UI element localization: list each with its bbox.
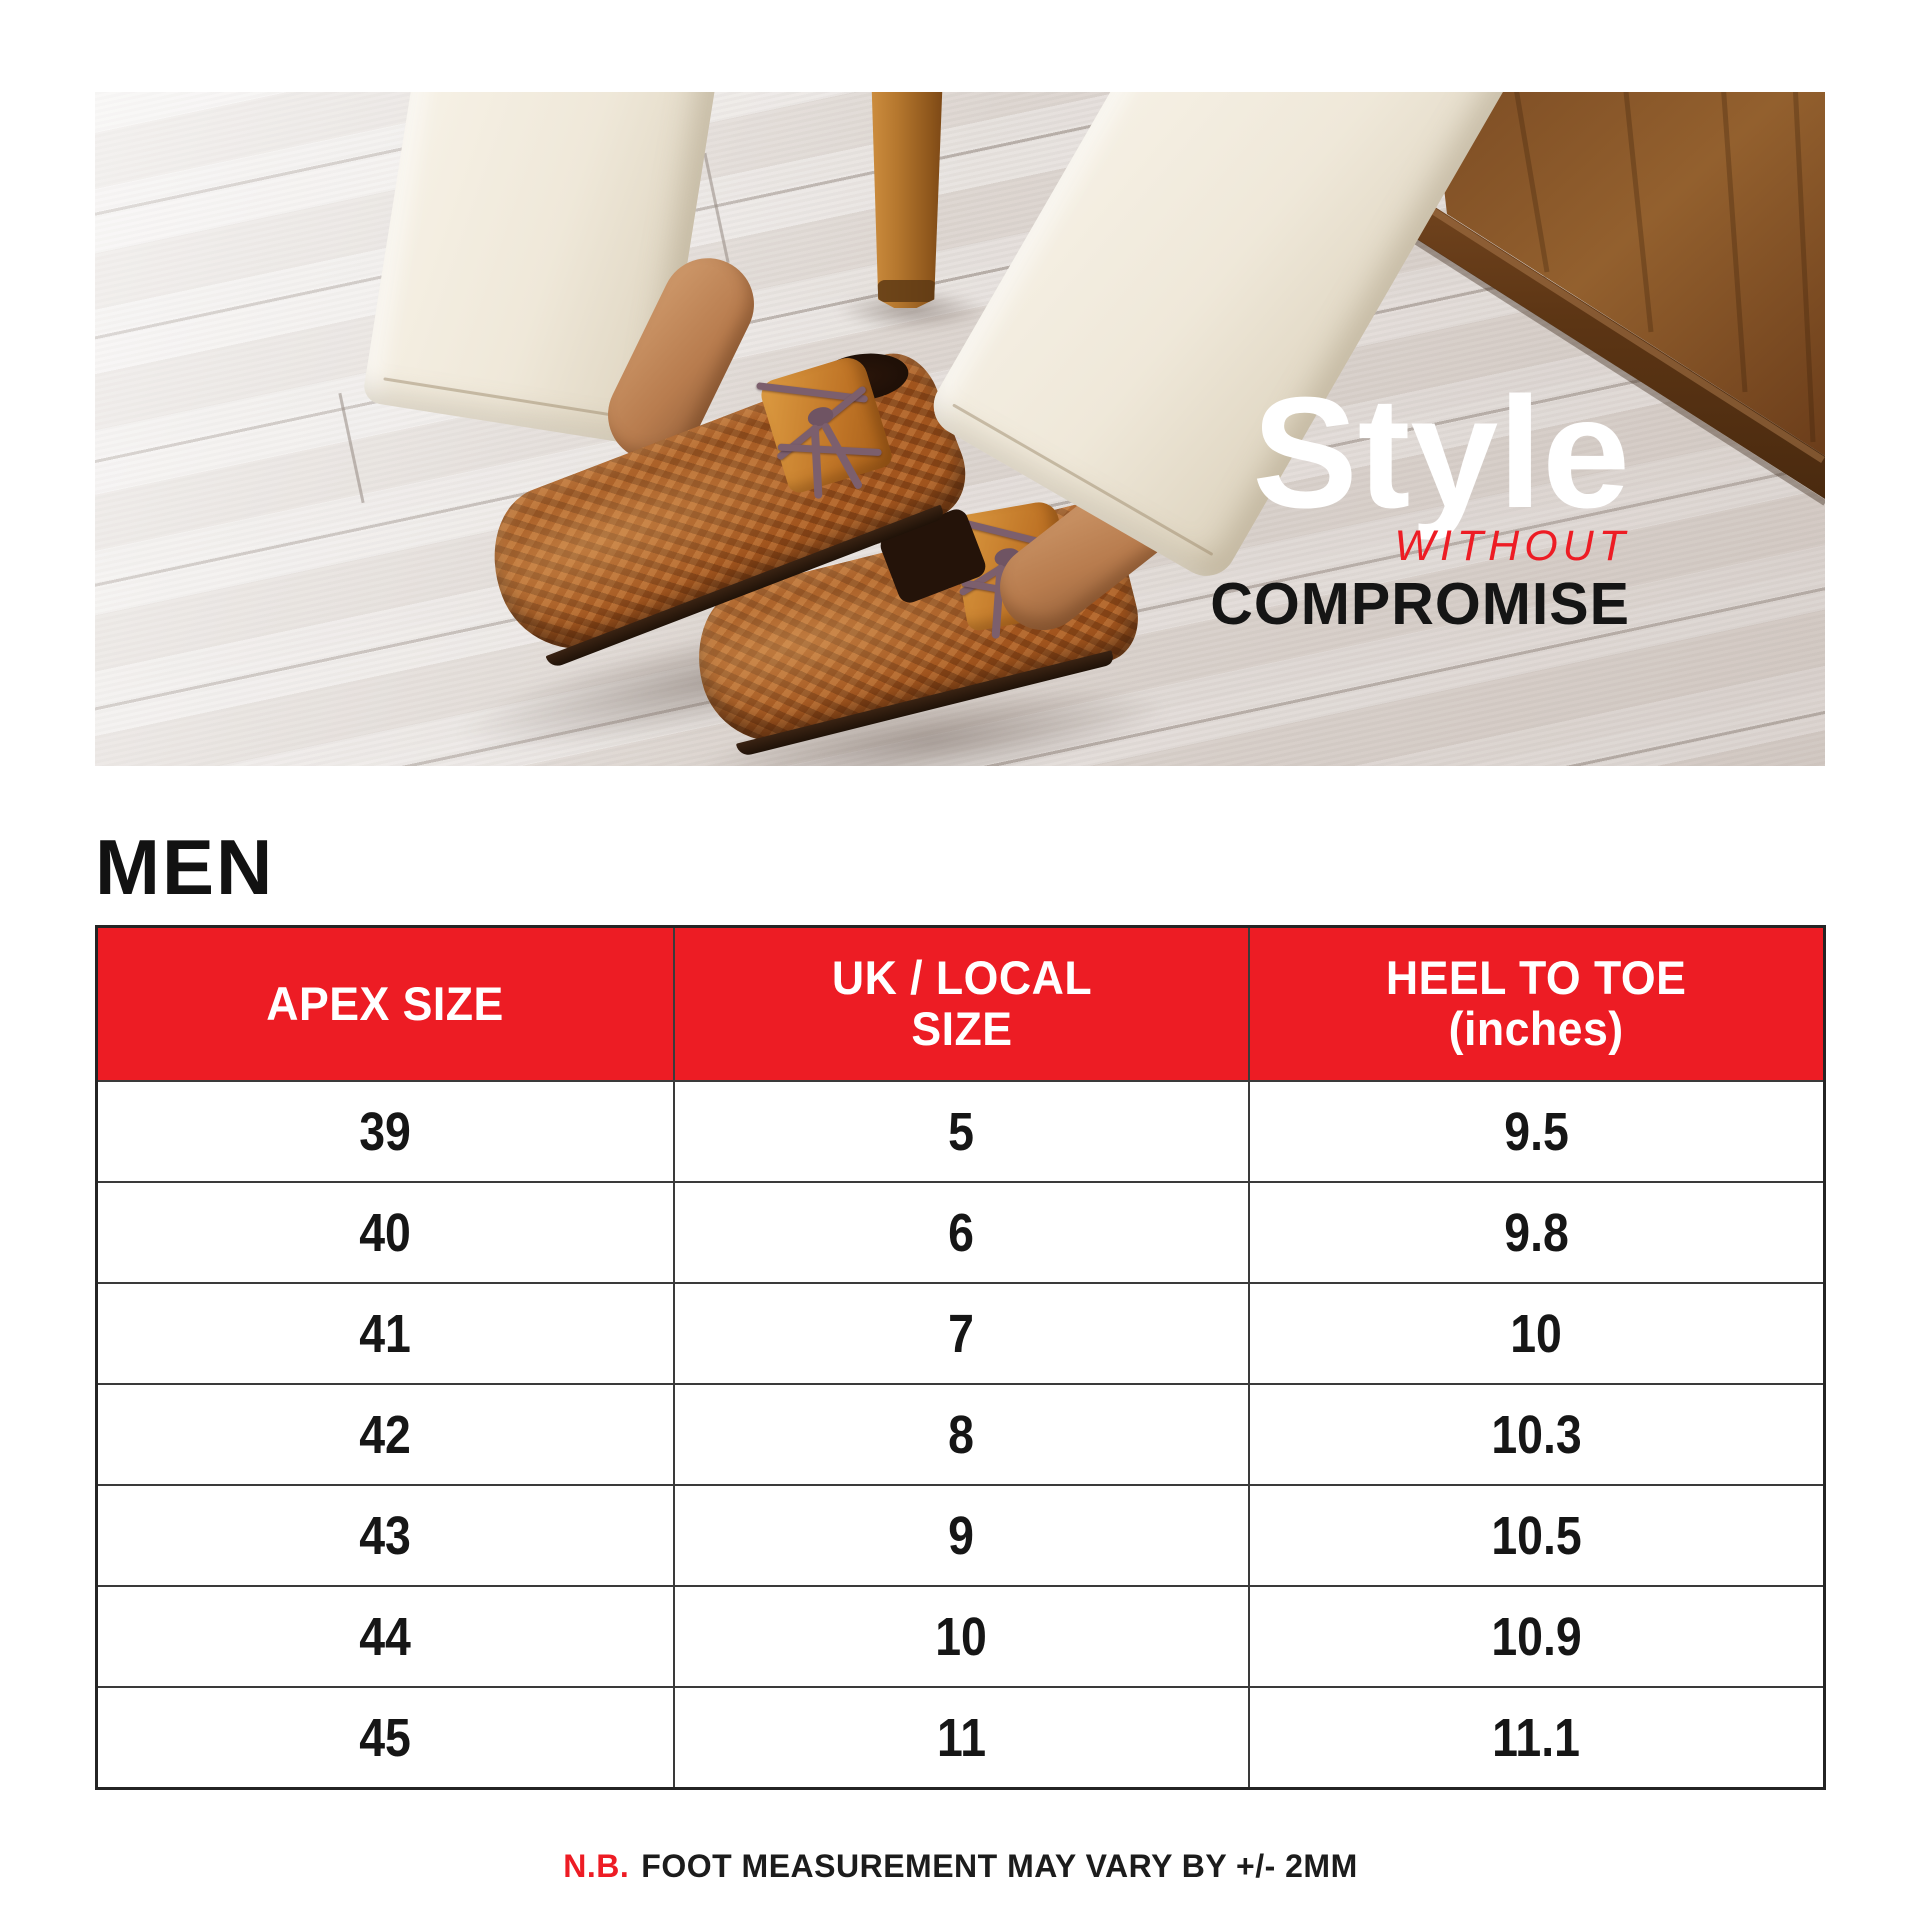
table-cell: 39 <box>98 1082 673 1181</box>
column-header-label: UK / LOCAL SIZE <box>831 951 1092 1055</box>
table-cell-value: 7 <box>948 1303 975 1364</box>
section-title-men: MEN <box>95 823 275 911</box>
table-cell-value: 10.3 <box>1491 1404 1582 1465</box>
table-cell-value: 9.8 <box>1504 1202 1569 1263</box>
hero-image: Style WITHOUT COMPROMISE <box>95 92 1825 766</box>
wood-cabinet <box>1341 92 1825 506</box>
column-header-label: APEX SIZE <box>266 976 505 1030</box>
table-cell-value: 10.5 <box>1491 1505 1582 1566</box>
table-cell: 10 <box>1248 1284 1823 1383</box>
table-cell-value: 42 <box>359 1404 412 1465</box>
table-cell: 6 <box>673 1183 1248 1282</box>
baseboard-shadow <box>1341 192 1825 506</box>
table-cell-value: 45 <box>359 1707 412 1768</box>
footnote-text: FOOT MEASUREMENT MAY VARY BY +/- 2MM <box>641 1848 1358 1884</box>
table-cell-value: 8 <box>948 1404 975 1465</box>
table-row: 44 10 10.9 <box>98 1585 1823 1686</box>
table-cell-value: 10 <box>1510 1303 1563 1364</box>
table-cell-value: 40 <box>359 1202 412 1263</box>
hero-headline: Style WITHOUT COMPROMISE <box>1210 365 1630 638</box>
table-cell: 40 <box>98 1183 673 1282</box>
table-cell-value: 10 <box>935 1606 988 1667</box>
table-cell-value: 10.9 <box>1491 1606 1582 1667</box>
cabinet-baseboard <box>1341 147 1825 499</box>
table-cell: 9.5 <box>1248 1082 1823 1181</box>
table-header-row: APEX SIZE UK / LOCAL SIZE HEEL TO TOE (i… <box>98 928 1823 1080</box>
table-cell: 44 <box>98 1587 673 1686</box>
table-cell: 41 <box>98 1284 673 1383</box>
column-header-uk-local-size: UK / LOCAL SIZE <box>673 928 1248 1080</box>
headline-style: Style <box>1252 365 1630 541</box>
shoe-lace <box>777 443 882 457</box>
table-row: 41 7 10 <box>98 1282 1823 1383</box>
table-cell: 11.1 <box>1248 1688 1823 1787</box>
size-table: APEX SIZE UK / LOCAL SIZE HEEL TO TOE (i… <box>95 925 1826 1790</box>
lace-knot <box>805 404 836 430</box>
table-cell-value: 9 <box>948 1505 975 1566</box>
cabinet-grain <box>1512 92 1816 443</box>
table-cell: 5 <box>673 1082 1248 1181</box>
column-header-label: HEEL TO TOE (inches) <box>1386 951 1687 1055</box>
table-cell: 7 <box>673 1284 1248 1383</box>
table-cell: 10 <box>673 1587 1248 1686</box>
table-cell-value: 39 <box>359 1101 412 1162</box>
table-cell-value: 44 <box>359 1606 412 1667</box>
column-header-apex-size: APEX SIZE <box>98 928 673 1080</box>
table-cell: 43 <box>98 1486 673 1585</box>
table-cell-value: 11 <box>936 1707 987 1768</box>
table-body: 39 5 9.5 40 6 9.8 41 7 10 42 8 10.3 43 9 10.5 44 10 10.9 4… <box>98 1080 1823 1787</box>
table-row: 43 9 10.5 <box>98 1484 1823 1585</box>
table-cell-value: 5 <box>948 1101 975 1162</box>
lace-tail <box>810 424 823 499</box>
footnote: N.B. FOOT MEASUREMENT MAY VARY BY +/- 2MM <box>95 1848 1826 1885</box>
table-cell: 8 <box>673 1385 1248 1484</box>
table-cell: 9 <box>673 1486 1248 1585</box>
table-cell-value: 11.1 <box>1492 1707 1581 1768</box>
column-header-heel-to-toe: HEEL TO TOE (inches) <box>1248 928 1823 1080</box>
table-cell: 10.5 <box>1248 1486 1823 1585</box>
headline-compromise: COMPROMISE <box>1210 571 1630 638</box>
table-row: 42 8 10.3 <box>98 1383 1823 1484</box>
table-cell: 10.3 <box>1248 1385 1823 1484</box>
table-cell: 9.8 <box>1248 1183 1823 1282</box>
table-cell: 42 <box>98 1385 673 1484</box>
chair-leg <box>871 92 943 308</box>
table-cell-value: 41 <box>359 1303 412 1364</box>
table-cell: 45 <box>98 1688 673 1787</box>
table-cell: 10.9 <box>1248 1587 1823 1686</box>
table-cell-value: 43 <box>359 1505 412 1566</box>
table-row: 39 5 9.5 <box>98 1080 1823 1181</box>
table-cell-value: 9.5 <box>1504 1101 1569 1162</box>
chair-leg-tip <box>876 280 938 302</box>
table-row: 40 6 9.8 <box>98 1181 1823 1282</box>
table-cell: 11 <box>673 1688 1248 1787</box>
lace-tail <box>820 421 864 491</box>
headline-without: WITHOUT <box>1394 522 1630 571</box>
cabinet-face <box>1433 92 1825 456</box>
footnote-prefix: N.B. <box>563 1848 630 1884</box>
table-cell-value: 6 <box>948 1202 975 1263</box>
table-row: 45 11 11.1 <box>98 1686 1823 1787</box>
